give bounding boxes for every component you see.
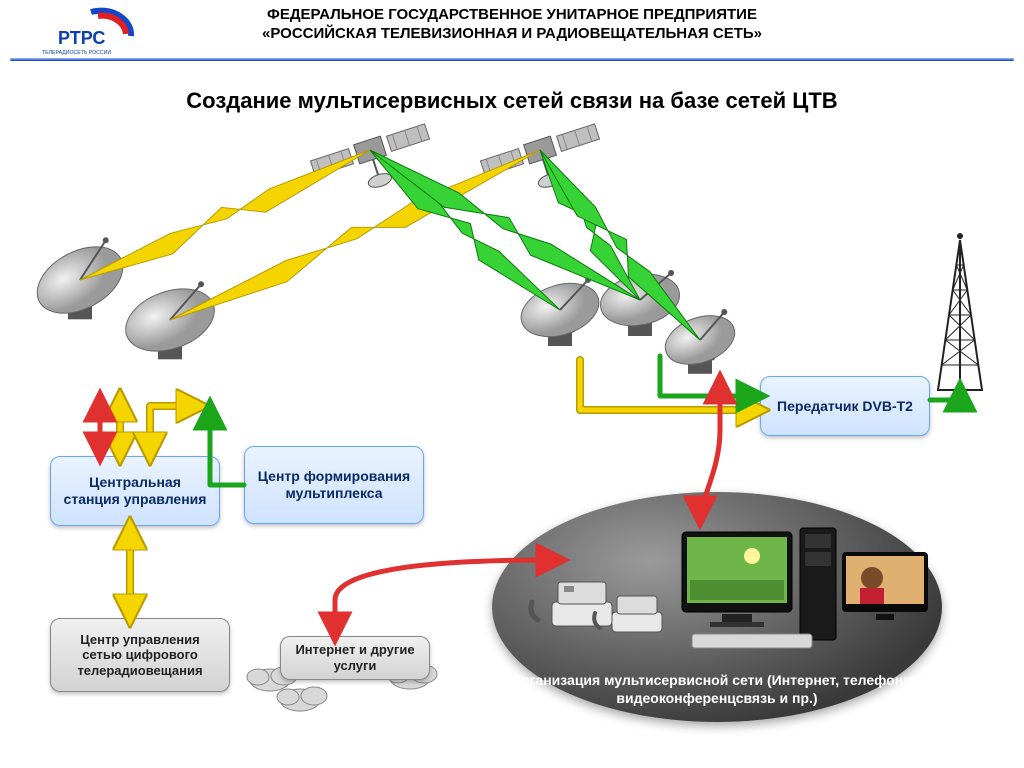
central-station-box: Центральная станция управления xyxy=(50,456,220,526)
svg-text:ТЕЛЕРАДИОСЕТЬ РОССИИ: ТЕЛЕРАДИОСЕТЬ РОССИИ xyxy=(42,50,111,56)
mux-center-box: Центр формирования мультиплекса xyxy=(244,446,424,524)
multiservice-oval: Организация мультисервисной сети (Интерн… xyxy=(492,492,942,722)
header-line1: ФЕДЕРАЛЬНОЕ ГОСУДАРСТВЕННОЕ УНИТАРНОЕ ПР… xyxy=(0,6,1024,25)
page-title: Создание мультисервисных сетей связи на … xyxy=(0,88,1024,114)
header-text: ФЕДЕРАЛЬНОЕ ГОСУДАРСТВЕННОЕ УНИТАРНОЕ ПР… xyxy=(0,6,1024,44)
header-line2: «РОССИЙСКАЯ ТЕЛЕВИЗИОННАЯ И РАДИОВЕЩАТЕЛ… xyxy=(0,25,1024,44)
internet-box: Интернет и другие услуги xyxy=(280,636,430,680)
oval-label: Организация мультисервисной сети (Интерн… xyxy=(492,672,942,707)
header-rule xyxy=(10,58,1014,61)
noc-box: Центр управления сетью цифрового телерад… xyxy=(50,618,230,692)
transmitter-box: Передатчик DVB-T2 xyxy=(760,376,930,436)
